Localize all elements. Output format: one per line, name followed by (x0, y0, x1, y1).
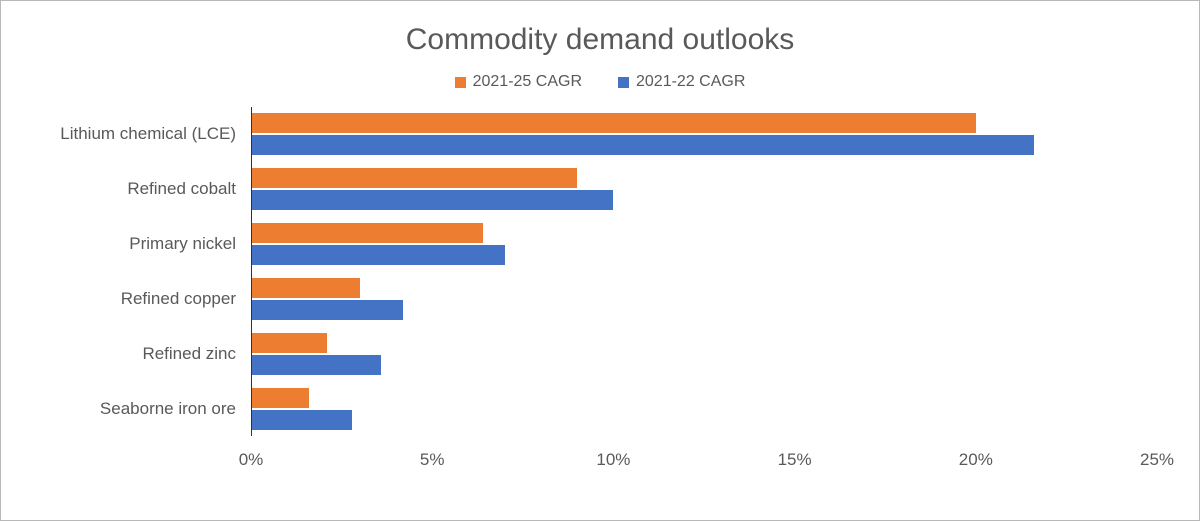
bar-pair (251, 168, 1157, 210)
category-label: Lithium chemical (LCE) (60, 124, 236, 143)
x-axis-tick-label: 0% (238, 450, 264, 469)
bar-2021-22-cagr (251, 300, 404, 320)
bar-pair (251, 223, 1157, 265)
legend-label-2021-22: 2021-22 CAGR (636, 73, 746, 90)
bar-2021-25-cagr (251, 223, 483, 243)
bar-pair (251, 113, 1157, 155)
bar-2021-22-cagr (251, 190, 614, 210)
x-axis-tick-label: 10% (596, 450, 631, 469)
bar-2021-25-cagr (251, 278, 360, 298)
bar-2021-25-cagr (251, 168, 578, 188)
x-axis-tick-label: 20% (958, 450, 993, 469)
bar-2021-25-cagr (251, 113, 976, 133)
y-axis-line (251, 107, 252, 436)
x-axis: 0% 5% 10% 15% 20% 25% (239, 442, 1174, 478)
legend-swatch-2021-22-icon (618, 76, 629, 88)
bar-2021-25-cagr (251, 388, 309, 408)
category-label: Seaborne iron ore (99, 399, 236, 418)
plot-area: Lithium chemical (LCE) Refined cobalt Prim… (1, 107, 1199, 478)
bar-pair (251, 333, 1157, 375)
bar-pair (251, 388, 1157, 430)
category-label: Refined zinc (142, 344, 236, 363)
x-axis-tick-label: 25% (1139, 450, 1175, 469)
x-axis-tick-label: 15% (777, 450, 812, 469)
legend-item-2021-22-cagr: 2021-22 CAGR (618, 73, 745, 91)
category-label: Primary nickel (129, 234, 236, 253)
legend-label-2021-25: 2021-25 CAGR (472, 73, 582, 90)
category-label: Refined cobalt (127, 179, 236, 198)
bar-2021-22-cagr (251, 355, 382, 375)
bar-pair (251, 278, 1157, 320)
category-label: Refined copper (120, 289, 236, 308)
x-axis-tick-label: 5% (419, 450, 445, 469)
legend-swatch-2021-25-icon (454, 76, 466, 88)
plot: Lithium chemical (LCE) Refined cobalt Prim… (11, 107, 1157, 436)
bar-2021-22-cagr (251, 135, 1034, 155)
bar-2021-25-cagr (251, 333, 328, 353)
legend-item-2021-25-cagr: 2021-25 CAGR (454, 73, 582, 91)
bar-2021-22-cagr (251, 245, 505, 265)
chart-title: Commodity demand outlooks (405, 23, 795, 56)
bar-2021-22-cagr (251, 410, 353, 430)
legend: 2021-25 CAGR 2021-22 CAGR (1, 73, 1199, 91)
